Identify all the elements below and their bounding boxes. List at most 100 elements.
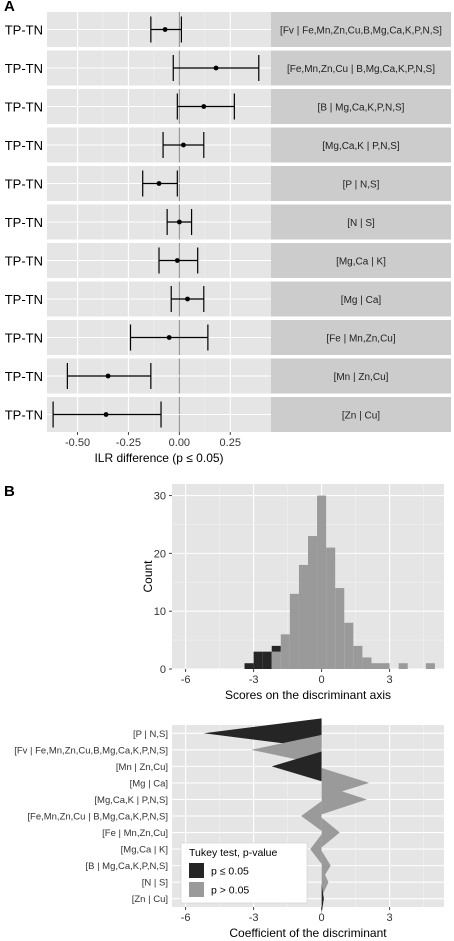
histogram-bar-not-significant [362,657,372,669]
row-label: TP-TN [5,292,43,307]
histogram-bar-significant [244,663,254,669]
facet-strip [271,50,451,86]
facet-strip-label: [Fe | Mn,Zn,Cu] [326,334,396,345]
row-label: TP-TN [5,23,43,38]
facet-strip-label: [Fe,Mn,Zn,Cu | B,Mg,Ca,K,P,N,S] [287,64,435,75]
facet-strip-label: [Mg,Ca | K] [336,257,386,268]
row-label: TP-TN [5,61,43,76]
panel-label-b: B [4,483,15,500]
facet-strip [271,358,451,394]
category-label: [P | N,S] [133,729,168,740]
facet-strip [271,12,451,47]
estimate-point [105,373,111,379]
facet-strip [271,320,451,355]
estimate-point [166,335,172,340]
category-label: [Fe,Mn,Zn,Cu | B,Mg,Ca,K,P,N,S] [27,812,168,823]
x-tick-label: -0.50 [65,437,90,449]
histogram-bar-not-significant [317,495,327,669]
coefficient-wedge [301,801,322,831]
histogram-bar-not-significant [380,663,390,669]
x-tick-label: 0.00 [169,437,190,449]
facet-strip [271,127,451,163]
coefficient-wedge [271,751,322,782]
facet-strip-label: [Mg | Ca] [341,295,382,306]
histogram-bar-not-significant [398,663,408,669]
legend-swatch [189,863,204,878]
x-tick-label: 0 [319,674,325,686]
category-label: [B | Mg,Ca,K,P,N,S] [85,861,168,872]
histogram-bar-not-significant [326,547,336,669]
histogram-bar-not-significant [298,564,308,669]
category-label: [Mn | Zn,Cu] [116,762,168,773]
histogram-bar-significant [253,651,263,669]
facet-strip [271,166,451,201]
row-label: TP-TN [5,100,43,115]
estimate-point [176,219,182,225]
row-label: TP-TN [5,331,43,346]
category-label: [Fv | Fe,Mn,Zn,Cu,B,Mg,Ca,K,P,N,S] [14,745,168,756]
category-label: [N | S] [142,878,168,889]
x-tick-label: 0 [319,912,325,924]
y-tick-label: 0 [160,664,166,676]
histogram-bar-not-significant [308,536,318,669]
y-tick-label: 10 [154,606,166,618]
x-tick-label: 3 [387,912,393,924]
x-tick-label: -6 [181,912,191,924]
coefficient-wedge [310,834,322,864]
category-label: [Mg | Ca] [130,778,168,789]
x-tick-label: -3 [249,674,259,686]
legend-label: p ≤ 0.05 [211,866,249,878]
legend-label: p > 0.05 [211,885,249,897]
legend-title: Tukey test, p-value [189,847,277,859]
x-axis-title: Coefficient of the discriminant [229,926,387,940]
y-tick-label: 20 [154,548,166,560]
facet-strip [271,204,451,240]
panel-label-a: A [4,0,15,15]
estimate-point [174,258,180,263]
coefficient-wedge [203,718,322,749]
facet-strip [271,243,451,278]
facet-strip-label: [Mn | Zn,Cu] [334,372,389,383]
estimate-point [185,296,190,302]
estimate-point [162,27,168,32]
x-tick-label: -3 [249,912,259,924]
facet-strip [271,397,451,432]
histogram-bar-significant [271,645,281,652]
histogram-bar-not-significant [425,663,435,669]
category-label: [Fe | Mn,Zn,Cu] [102,828,168,839]
facet-strip-label: [Mg,Ca,K | P,N,S] [322,141,400,152]
category-label: [Mg,Ca | K] [121,845,168,856]
facet-strip-label: [Zn | Cu] [342,411,380,422]
row-label: TP-TN [5,138,43,153]
facet-strip-label: [Fv | Fe,Mn,Zn,Cu,B,Mg,Ca,K,P,N,S] [280,26,442,37]
facet-strip-label: [N | S] [347,218,375,229]
y-tick-label: 30 [154,491,166,503]
y-axis-title: Count [141,560,155,593]
coefficient-wedge [321,867,329,898]
panel-a-forest-plot: TP-TN [Fv | Fe,Mn,Zn,Cu,B,Mg,Ca,K,P,N,S] T… [5,12,451,465]
coefficient-wedge [321,817,340,848]
coefficient-wedge [321,883,324,914]
facet-strip [271,89,451,124]
histogram-bar-not-significant [271,651,281,669]
coefficient-wedge [321,784,367,815]
estimate-point [103,412,109,417]
row-label: TP-TN [5,177,43,192]
x-tick-label: 3 [387,674,393,686]
histogram-bar-not-significant [344,622,354,669]
histogram-bar-not-significant [353,645,363,669]
estimate-point [156,181,162,186]
x-axis-title: Scores on the discriminant axis [225,688,391,702]
estimate-point [213,65,219,71]
histogram-bar-not-significant [280,634,290,669]
row-label: TP-TN [5,215,43,230]
facet-strip [271,281,451,317]
estimate-point [181,142,186,148]
x-axis-title: ILR difference (p ≤ 0.05) [94,451,223,465]
histogram-bar-not-significant [371,663,381,669]
histogram-bar-not-significant [289,593,299,669]
x-tick-label: -6 [181,674,191,686]
facet-strip-label: [P | N,S] [343,180,380,191]
